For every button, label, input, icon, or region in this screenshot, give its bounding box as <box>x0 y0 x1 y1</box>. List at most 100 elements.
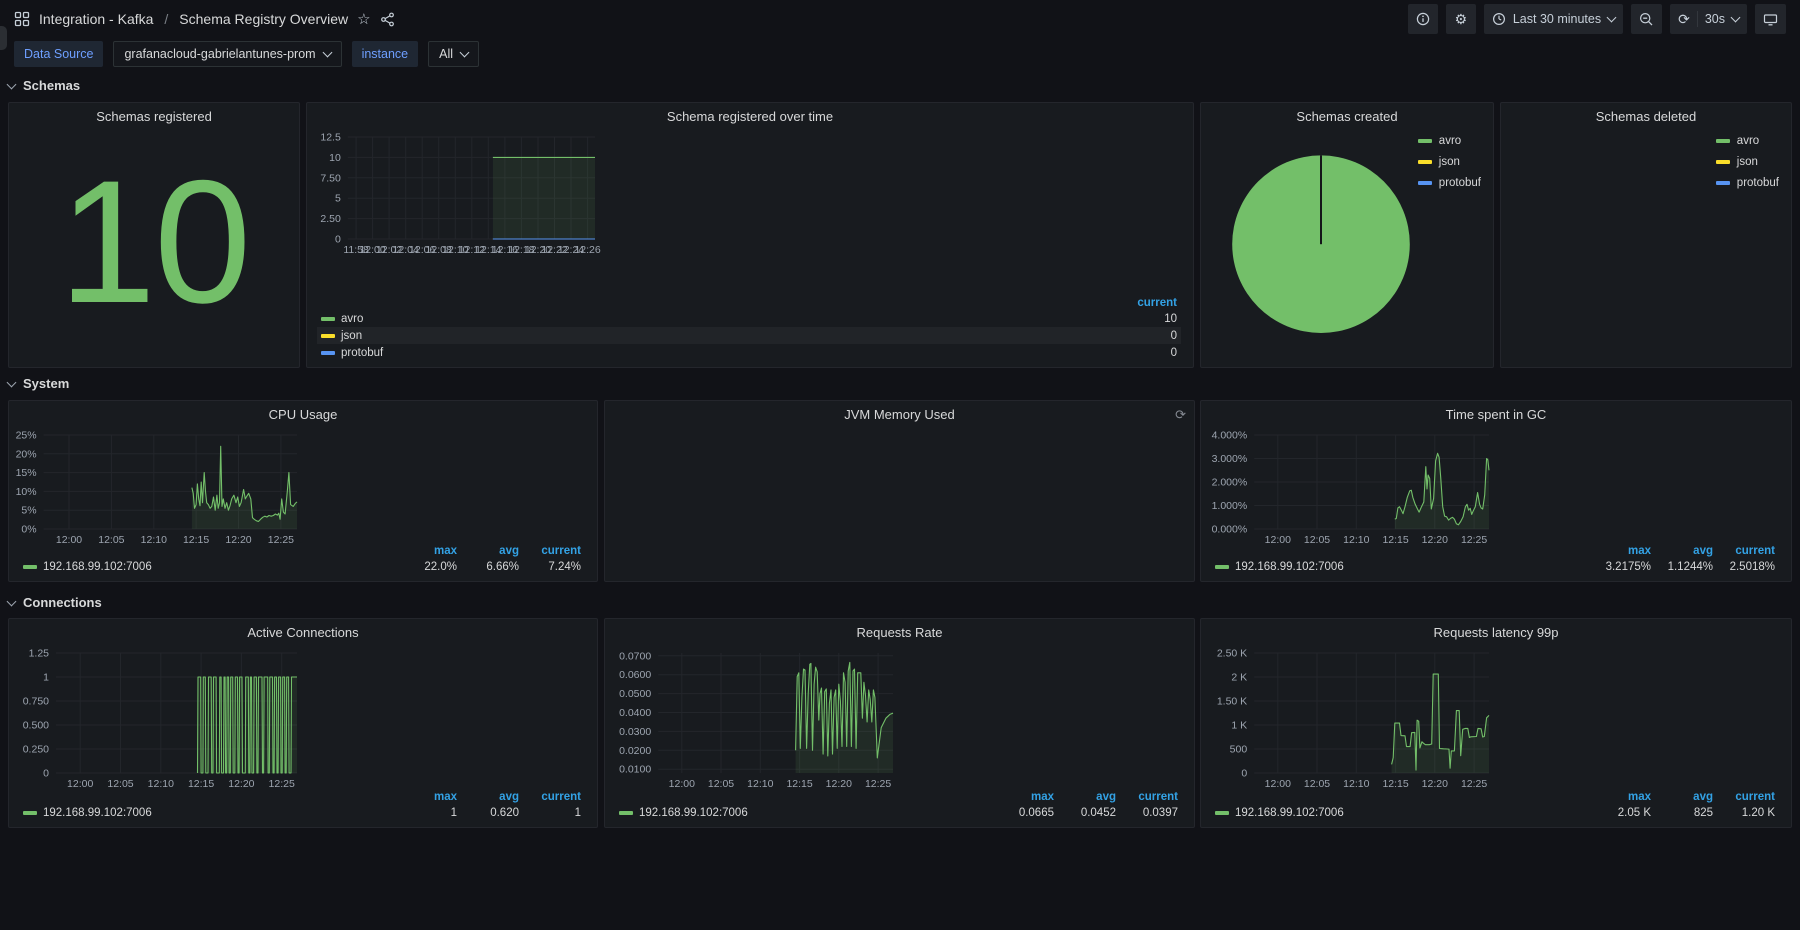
pie-chart[interactable] <box>1201 129 1501 369</box>
dashboard-settings-button[interactable]: ⚙ <box>1445 4 1476 34</box>
panel-title[interactable]: Active Connections <box>247 624 359 640</box>
legend-col-current[interactable]: current <box>1735 790 1775 803</box>
svg-text:12:24: 12:24 <box>558 244 584 256</box>
panel-title[interactable]: Schemas deleted <box>1595 108 1697 124</box>
svg-text:12:10: 12:10 <box>442 244 468 256</box>
panel-time-spent-in-gc: Time spent in GC 12:00 12:05 12:10 12:15 12:… <box>1200 400 1792 582</box>
svg-text:12:00: 12:00 <box>67 778 93 790</box>
svg-text:0.0200: 0.0200 <box>619 745 651 757</box>
svg-text:0.500: 0.500 <box>23 720 49 732</box>
panel-title[interactable]: JVM Memory Used <box>844 406 955 422</box>
panel-schemas-registered: Schemas registered 10 <box>8 102 300 368</box>
legend-row: 192.168.99.102:7006 0.0665 0.0452 0.0397 <box>615 804 1182 821</box>
timeseries-chart[interactable]: 12:00 12:05 12:10 12:15 12:20 12:25 0.0100 0.02… <box>607 645 907 793</box>
breadcrumb-folder[interactable]: Integration - Kafka <box>39 11 154 27</box>
legend-series-192.168.99.102:7006[interactable]: 192.168.99.102:7006 <box>1215 807 1589 819</box>
timeseries-chart[interactable]: 12:00 12:05 12:10 12:15 12:20 12:25 0.000% 1.00… <box>1203 427 1503 549</box>
row-header-schemas[interactable]: Schemas <box>6 76 80 94</box>
timeseries-chart[interactable]: 12:00 12:05 12:10 12:15 12:20 12:25 0% 5% 10% 15%… <box>11 427 311 549</box>
legend-col-avg[interactable]: avg <box>1693 544 1713 557</box>
legend-item-avro[interactable]: avro <box>1715 135 1779 147</box>
legend-row: avro 10 <box>317 310 1181 327</box>
legend-col-avg[interactable]: avg <box>1693 790 1713 803</box>
legend-item-json[interactable]: json <box>1715 156 1779 168</box>
legend-col-max[interactable]: max <box>433 544 457 557</box>
panel-title[interactable]: Schema registered over time <box>666 108 834 124</box>
legend: max avg current 192.168.99.102:7006 22.0% 6.6… <box>19 543 585 575</box>
legend-series-avro[interactable]: avro <box>321 313 1115 325</box>
svg-text:3.000%: 3.000% <box>1212 453 1248 465</box>
panel-title[interactable]: Requests Rate <box>856 624 943 640</box>
svg-text:12:05: 12:05 <box>98 534 124 546</box>
legend-col-avg[interactable]: avg <box>1096 790 1116 803</box>
legend-col-max[interactable]: max <box>1030 790 1054 803</box>
svg-text:0.0100: 0.0100 <box>619 764 651 776</box>
panel-info-button[interactable] <box>1407 4 1438 34</box>
loading-spinner-icon: ⟳ <box>1175 407 1186 422</box>
cycle-view-button[interactable] <box>1755 4 1786 34</box>
legend-row: 192.168.99.102:7006 2.05 K 825 1.20 K <box>1211 804 1779 821</box>
legend-series-192.168.99.102:7006[interactable]: 192.168.99.102:7006 <box>1215 561 1589 573</box>
panel-title[interactable]: Requests latency 99p <box>1433 624 1559 640</box>
sidebar-toggle-handle[interactable] <box>0 26 7 50</box>
legend-col-current[interactable]: current <box>541 790 581 803</box>
timeseries-chart[interactable]: 11:5812:0012:0212:0412:0612:0812:1012:12… <box>309 129 609 259</box>
divider <box>1696 11 1698 27</box>
panel-requests-latency-99p: Requests latency 99p 12:00 12:05 12:10 12:1… <box>1200 618 1792 828</box>
zoom-out-button[interactable] <box>1631 4 1663 34</box>
legend-col-max[interactable]: max <box>1627 544 1651 557</box>
legend-row: 192.168.99.102:7006 22.0% 6.66% 7.24% <box>19 558 585 575</box>
apps-icon[interactable] <box>14 11 30 27</box>
legend-item-json[interactable]: json <box>1417 156 1481 168</box>
panel-title[interactable]: Time spent in GC <box>1445 406 1547 422</box>
svg-text:5%: 5% <box>21 505 36 517</box>
panel-title[interactable]: Schemas created <box>1296 108 1398 124</box>
row-header-system[interactable]: System <box>6 374 69 392</box>
legend-col-current[interactable]: current <box>1735 544 1775 557</box>
panel-title[interactable]: CPU Usage <box>268 406 338 422</box>
refresh-picker[interactable]: ⟳ 30s <box>1670 4 1747 34</box>
legend-col-current[interactable]: current <box>1138 790 1178 803</box>
legend-col-max[interactable]: max <box>433 790 457 803</box>
svg-text:1.50 K: 1.50 K <box>1217 696 1247 708</box>
series-color-dash <box>1417 181 1432 185</box>
datasource-picker[interactable]: grafanacloud-gabrielantunes-prom <box>113 41 342 67</box>
legend-value: 10 <box>1164 312 1177 325</box>
breadcrumb-separator: / <box>164 11 169 27</box>
series-color-dash <box>321 350 335 355</box>
legend-series-protobuf[interactable]: protobuf <box>321 347 1115 359</box>
timeseries-chart[interactable]: 12:00 12:05 12:10 12:15 12:20 12:25 0 0.250 0.50… <box>11 645 311 793</box>
legend-value: 1 <box>574 806 581 819</box>
legend-series-192.168.99.102:7006[interactable]: 192.168.99.102:7006 <box>619 807 992 819</box>
svg-text:10: 10 <box>329 152 341 164</box>
series-color-dash <box>1715 139 1730 143</box>
chevron-down-icon <box>1606 12 1617 23</box>
row-header-connections[interactable]: Connections <box>6 593 102 611</box>
panel-title[interactable]: Schemas registered <box>96 108 212 124</box>
chevron-down-icon <box>1730 12 1741 23</box>
legend-series-192.168.99.102:7006[interactable]: 192.168.99.102:7006 <box>23 807 395 819</box>
legend-series-192.168.99.102:7006[interactable]: 192.168.99.102:7006 <box>23 561 395 573</box>
legend-col-current[interactable]: current <box>541 544 581 557</box>
time-range-picker[interactable]: Last 30 minutes <box>1483 4 1624 34</box>
variables-bar: Data Source grafanacloud-gabrielantunes-… <box>0 38 493 70</box>
legend-series-json[interactable]: json <box>321 330 1115 342</box>
legend-item-avro[interactable]: avro <box>1417 135 1481 147</box>
legend-col-max[interactable]: max <box>1627 790 1651 803</box>
svg-text:0: 0 <box>43 768 49 780</box>
instance-picker[interactable]: All <box>428 41 480 67</box>
star-icon[interactable]: ☆ <box>357 10 371 28</box>
legend-item-protobuf[interactable]: protobuf <box>1715 177 1779 189</box>
share-icon[interactable] <box>380 12 395 27</box>
legend-col-avg[interactable]: avg <box>499 790 519 803</box>
legend-header: max avg current <box>19 543 585 558</box>
series-color-dash <box>23 810 37 815</box>
legend-col-current[interactable]: current <box>1137 296 1177 309</box>
legend-item-protobuf[interactable]: protobuf <box>1417 177 1481 189</box>
legend-value: 0.0665 <box>1018 806 1054 819</box>
timeseries-chart[interactable]: 12:00 12:05 12:10 12:15 12:20 12:25 0 500 1 K 1.5… <box>1203 645 1503 793</box>
svg-text:12:00: 12:00 <box>1265 778 1291 790</box>
legend-col-avg[interactable]: avg <box>499 544 519 557</box>
row-title: Connections <box>23 594 102 610</box>
svg-text:1: 1 <box>43 672 49 684</box>
